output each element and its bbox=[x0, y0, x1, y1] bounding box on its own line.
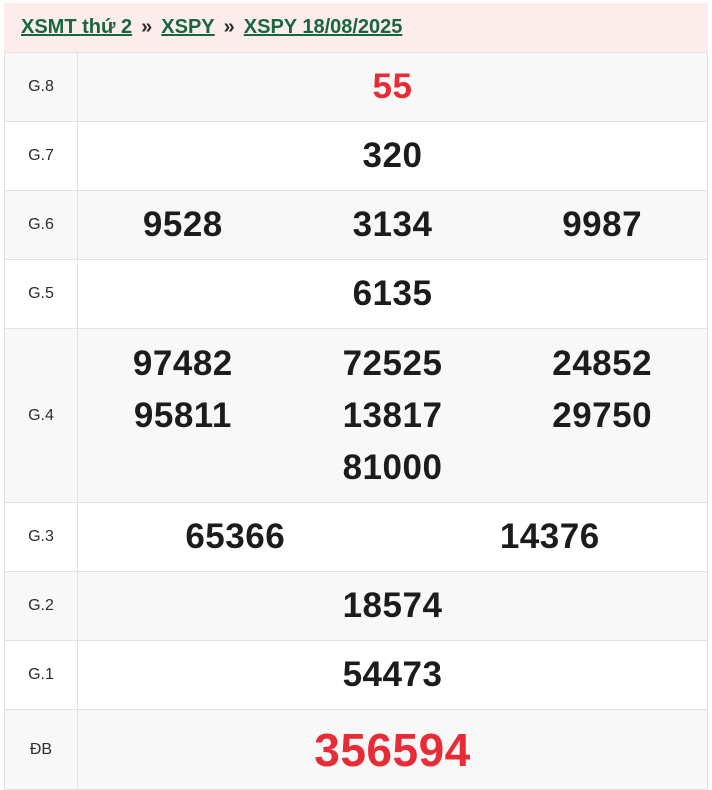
table-row: ĐB 356594 bbox=[5, 710, 707, 790]
breadcrumb: XSMT thứ 2 » XSPY » XSPY 18/08/2025 bbox=[4, 3, 708, 52]
breadcrumb-link-2[interactable]: XSPY 18/08/2025 bbox=[243, 16, 403, 38]
prize-numbers: 9528 3134 9987 bbox=[78, 191, 707, 259]
prize-number: 97482 bbox=[132, 343, 233, 383]
prize-label: G.6 bbox=[5, 191, 78, 259]
prize-number: 9528 bbox=[142, 205, 223, 244]
table-row: G.5 6135 bbox=[5, 260, 707, 329]
results-table: G.8 55 G.7 320 G.6 9528 3134 9987 G.5 6135 G.4 9748… bbox=[4, 52, 708, 790]
table-row: G.3 65366 14376 bbox=[5, 503, 707, 572]
prize-number: 29750 bbox=[552, 395, 653, 435]
prize-numbers: 54473 bbox=[78, 641, 707, 709]
table-row: G.6 9528 3134 9987 bbox=[5, 191, 707, 260]
prize-number: 13817 bbox=[342, 395, 443, 435]
prize-label: G.3 bbox=[5, 503, 78, 571]
prize-numbers: 356594 bbox=[78, 710, 707, 789]
prize-number: 55 bbox=[372, 67, 413, 106]
prize-number: 6135 bbox=[352, 274, 433, 313]
prize-label: G.2 bbox=[5, 572, 78, 640]
prize-number: 320 bbox=[362, 136, 423, 175]
prize-numbers: 65366 14376 bbox=[78, 503, 707, 571]
prize-number: 3134 bbox=[352, 205, 433, 244]
prize-label: G.5 bbox=[5, 260, 78, 328]
breadcrumb-link-1[interactable]: XSPY bbox=[161, 16, 215, 38]
prize-number: 95811 bbox=[133, 395, 232, 435]
prize-numbers: 97482 72525 24852 95811 13817 29750 81000 bbox=[78, 329, 707, 502]
prize-number: 18574 bbox=[342, 586, 443, 625]
prize-number: 356594 bbox=[314, 723, 471, 776]
prize-numbers: 18574 bbox=[78, 572, 707, 640]
table-row: G.1 54473 bbox=[5, 641, 707, 710]
prize-label: G.4 bbox=[5, 329, 78, 502]
prize-number: 81000 bbox=[342, 447, 443, 487]
breadcrumb-link-0[interactable]: XSMT thứ 2 bbox=[21, 16, 133, 38]
table-row: G.8 55 bbox=[5, 53, 707, 122]
prize-label: G.8 bbox=[5, 53, 78, 121]
breadcrumb-separator: » bbox=[223, 16, 235, 38]
prize-label: G.7 bbox=[5, 122, 78, 190]
table-row: G.2 18574 bbox=[5, 572, 707, 641]
prize-number: 72525 bbox=[342, 343, 443, 383]
prize-numbers: 320 bbox=[78, 122, 707, 190]
prize-number: 9987 bbox=[562, 205, 643, 244]
prize-numbers: 6135 bbox=[78, 260, 707, 328]
prize-number: 24852 bbox=[552, 343, 653, 383]
prize-number: 14376 bbox=[499, 517, 600, 556]
prize-label: ĐB bbox=[5, 710, 78, 789]
prize-numbers: 55 bbox=[78, 53, 707, 121]
prize-label: G.1 bbox=[5, 641, 78, 709]
breadcrumb-separator: » bbox=[141, 16, 153, 38]
table-row: G.4 97482 72525 24852 95811 13817 29750 81000 bbox=[5, 329, 707, 503]
table-row: G.7 320 bbox=[5, 122, 707, 191]
prize-number: 65366 bbox=[185, 517, 286, 556]
prize-number: 54473 bbox=[342, 655, 443, 694]
